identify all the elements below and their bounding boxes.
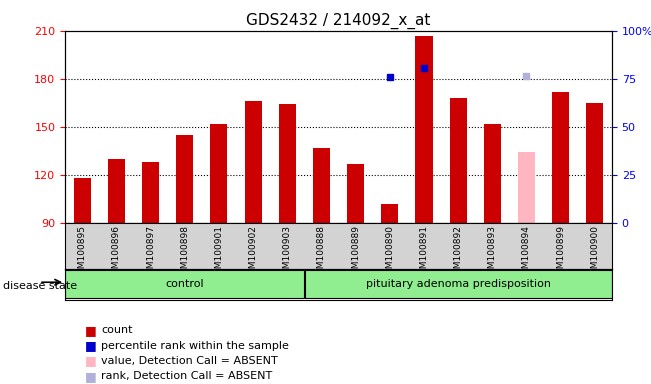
Text: GSM100890: GSM100890 xyxy=(385,225,395,280)
Text: ■: ■ xyxy=(85,339,96,352)
Bar xyxy=(518,152,535,223)
Text: percentile rank within the sample: percentile rank within the sample xyxy=(101,341,289,351)
Text: control: control xyxy=(165,279,204,289)
Bar xyxy=(142,162,159,223)
Text: GSM100898: GSM100898 xyxy=(180,225,189,280)
Text: GSM100897: GSM100897 xyxy=(146,225,155,280)
FancyBboxPatch shape xyxy=(66,270,304,298)
Bar xyxy=(552,91,569,223)
Text: GSM100900: GSM100900 xyxy=(590,225,600,280)
Bar xyxy=(347,164,364,223)
Text: GSM100901: GSM100901 xyxy=(214,225,223,280)
Bar xyxy=(108,159,125,223)
Text: GSM100895: GSM100895 xyxy=(77,225,87,280)
Bar xyxy=(313,147,330,223)
Bar xyxy=(450,98,467,223)
Bar xyxy=(279,104,296,223)
Bar xyxy=(245,101,262,223)
Text: pituitary adenoma predisposition: pituitary adenoma predisposition xyxy=(366,279,551,289)
Text: count: count xyxy=(101,325,132,335)
Text: GSM100896: GSM100896 xyxy=(112,225,121,280)
Text: value, Detection Call = ABSENT: value, Detection Call = ABSENT xyxy=(101,356,278,366)
Text: GSM100893: GSM100893 xyxy=(488,225,497,280)
Bar xyxy=(381,204,398,223)
Text: GSM100899: GSM100899 xyxy=(556,225,565,280)
Text: ■: ■ xyxy=(85,354,96,367)
FancyBboxPatch shape xyxy=(305,270,611,298)
Bar xyxy=(210,124,227,223)
Title: GDS2432 / 214092_x_at: GDS2432 / 214092_x_at xyxy=(246,13,431,29)
Bar xyxy=(587,103,603,223)
Bar xyxy=(176,135,193,223)
Bar xyxy=(415,36,432,223)
Text: GSM100894: GSM100894 xyxy=(522,225,531,280)
Text: ■: ■ xyxy=(85,370,96,383)
Text: ■: ■ xyxy=(85,324,96,337)
Text: GSM100892: GSM100892 xyxy=(454,225,463,280)
Text: GSM100902: GSM100902 xyxy=(249,225,258,280)
Text: GSM100903: GSM100903 xyxy=(283,225,292,280)
Text: GSM100888: GSM100888 xyxy=(317,225,326,280)
Text: GSM100889: GSM100889 xyxy=(351,225,360,280)
Bar xyxy=(484,124,501,223)
Text: disease state: disease state xyxy=(3,281,77,291)
Text: rank, Detection Call = ABSENT: rank, Detection Call = ABSENT xyxy=(101,371,272,381)
Bar xyxy=(74,178,90,223)
Text: GSM100891: GSM100891 xyxy=(419,225,428,280)
